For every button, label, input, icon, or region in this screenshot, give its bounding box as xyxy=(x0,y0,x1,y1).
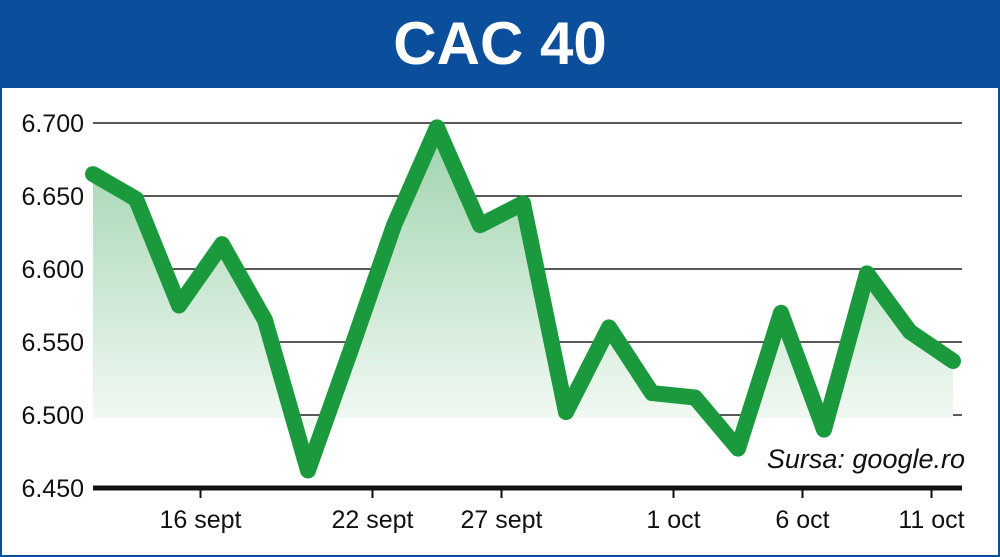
data-point xyxy=(434,124,440,131)
data-point xyxy=(649,390,655,397)
data-point xyxy=(735,445,741,452)
data-point xyxy=(391,222,397,229)
data-point xyxy=(520,200,526,207)
data-point xyxy=(477,222,483,229)
data-point xyxy=(262,317,268,324)
data-point xyxy=(821,426,827,433)
y-tick-label: 6.450 xyxy=(21,475,84,503)
chart-title: CAC 40 xyxy=(393,10,607,77)
data-point xyxy=(907,328,913,335)
data-point xyxy=(864,270,870,277)
y-tick-label: 6.650 xyxy=(21,183,84,211)
y-tick-label: 6.500 xyxy=(21,402,84,430)
data-point xyxy=(176,302,182,309)
data-point xyxy=(692,394,698,401)
data-point xyxy=(348,346,354,353)
x-tick-label: 16 sept xyxy=(159,506,241,534)
data-point xyxy=(133,195,139,202)
title-bar: CAC 40 xyxy=(2,2,998,88)
x-tick-label: 11 oct xyxy=(898,506,964,534)
data-point xyxy=(90,171,96,178)
data-point xyxy=(219,241,225,248)
data-point xyxy=(305,467,311,474)
data-point xyxy=(950,357,956,364)
area-fill xyxy=(93,127,953,471)
x-tick-label: 22 sept xyxy=(331,506,413,534)
data-point xyxy=(563,409,569,416)
data-point xyxy=(778,309,784,316)
source-label: Sursa: google.ro xyxy=(767,444,965,474)
y-tick-label: 6.550 xyxy=(21,329,84,357)
y-tick-label: 6.700 xyxy=(21,110,84,138)
y-tick-label: 6.600 xyxy=(21,256,84,284)
data-point xyxy=(606,324,612,331)
x-tick-label: 6 oct xyxy=(775,506,829,534)
x-tick-label: 1 oct xyxy=(646,506,700,534)
x-tick-label: 27 sept xyxy=(460,506,542,534)
